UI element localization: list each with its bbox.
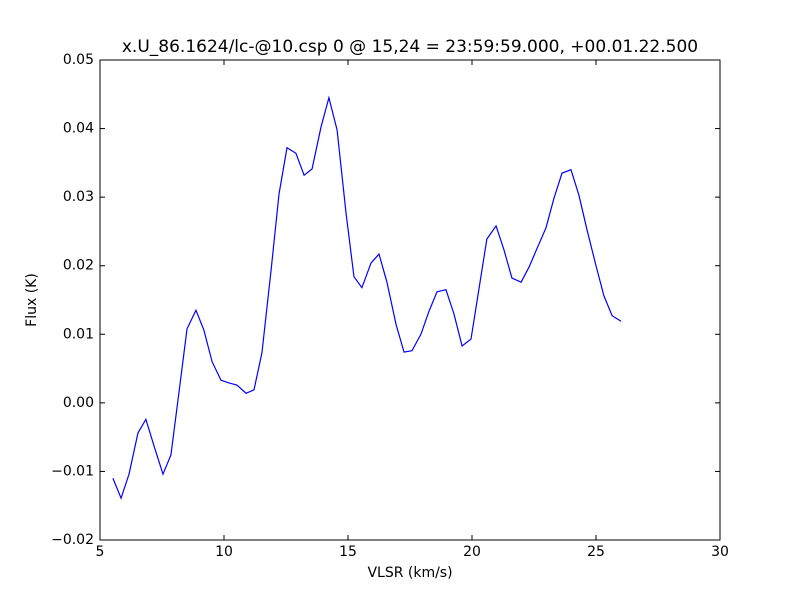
y-tick-label: 0.00 [63, 395, 94, 411]
y-tick-label: 0.05 [63, 52, 94, 68]
y-axis-label: Flux (K) [24, 273, 40, 327]
y-tick-label: 0.02 [63, 258, 94, 274]
x-tick-label: 20 [463, 544, 481, 560]
x-tick-label: 5 [96, 544, 105, 560]
y-tick-label: 0.03 [63, 189, 94, 205]
y-tick-label: −0.02 [51, 532, 94, 548]
x-tick-label: 10 [215, 544, 233, 560]
y-tick-label: 0.04 [63, 121, 94, 137]
x-tick-label: 30 [711, 544, 729, 560]
x-axis-label: VLSR (km/s) [367, 565, 452, 581]
data-line [112, 95, 622, 500]
chart-title: x.U_86.1624/lc-@10.csp 0 @ 15,24 = 23:59… [122, 37, 698, 57]
x-tick-label: 15 [339, 544, 357, 560]
x-tick-label: 25 [587, 544, 605, 560]
y-tick-label: 0.01 [63, 326, 94, 342]
plot-frame [99, 59, 721, 541]
y-tick-label: −0.01 [51, 463, 94, 479]
